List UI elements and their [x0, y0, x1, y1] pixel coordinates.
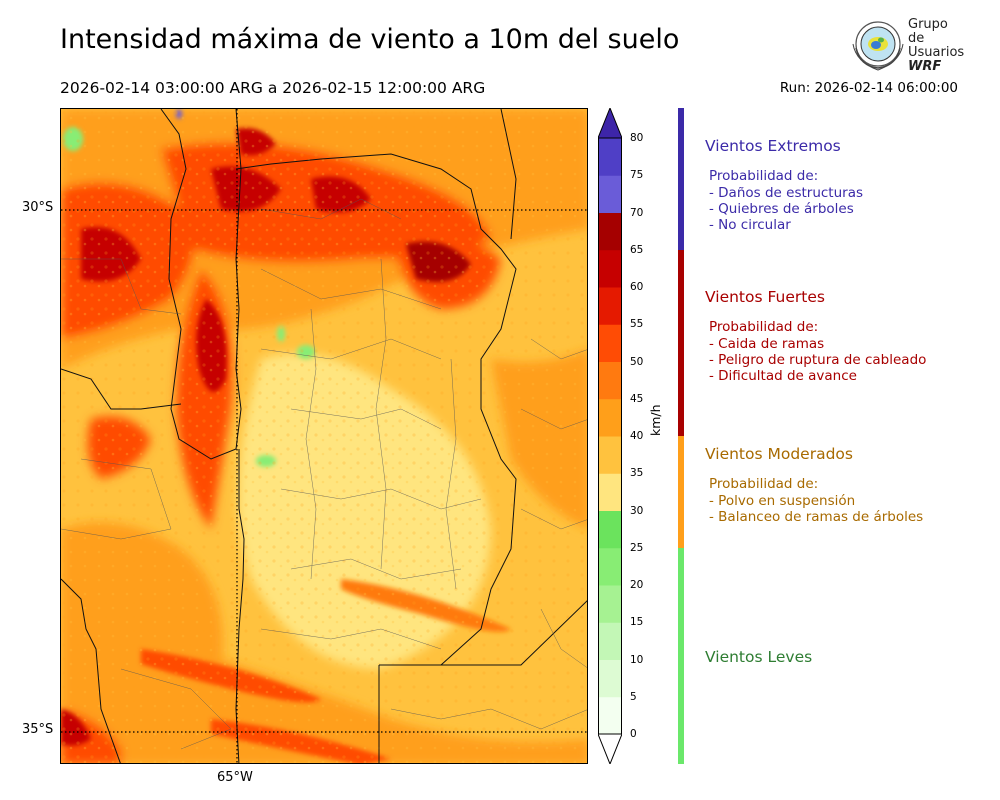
colorbar-tick-label: 0 — [630, 728, 637, 740]
category-line: Probabilidad de: — [709, 168, 819, 185]
colorbar-tick-label: 10 — [630, 653, 644, 666]
logo-line-3: WRF — [908, 59, 942, 74]
colorbar-bin — [598, 212, 622, 251]
colorbar-bin — [598, 659, 622, 698]
category-line: - Peligro de ruptura de cableado — [709, 351, 927, 368]
category-line: - Balanceo de ramas de árboles — [709, 508, 924, 525]
logo-text: Grupo de Usuarios WRF — [908, 18, 968, 74]
lon-label-65w: 65°W — [217, 770, 253, 785]
category-title: Vientos Fuertes — [705, 288, 825, 306]
colorbar-bin — [598, 249, 622, 288]
category-line: Probabilidad de: — [709, 319, 819, 336]
colorbar-bin — [598, 473, 622, 511]
colorbar-tick-label: 65 — [630, 243, 644, 256]
wrf-users-logo: Grupo de Usuarios WRF — [850, 18, 968, 74]
category-line: - Caida de ramas — [709, 335, 825, 352]
lat-label-35s: 35°S — [22, 722, 54, 737]
colorbar-extend-min — [598, 733, 622, 764]
colorbar-bin — [598, 398, 622, 437]
category-bar — [678, 108, 684, 250]
wind-field-svg — [61, 109, 587, 763]
colorbar-bin — [598, 622, 622, 660]
colorbar-bin — [598, 287, 622, 325]
lat-label-30s: 30°S — [22, 200, 54, 215]
colorbar-bin — [598, 138, 622, 176]
colorbar-tick-label: 45 — [630, 392, 644, 405]
category-line: - Dificultad de avance — [709, 368, 857, 385]
colorbar — [598, 108, 622, 764]
colorbar-tick-label: 30 — [630, 504, 644, 517]
category-line: Probabilidad de: — [709, 476, 819, 493]
colorbar-unit: km/h — [648, 404, 663, 436]
colorbar-tick-label: 50 — [630, 355, 644, 368]
colorbar-bin — [598, 361, 622, 400]
colorbar-bin — [598, 696, 622, 735]
colorbar-tick-label: 25 — [630, 541, 644, 554]
colorbar-tick-label: 35 — [630, 467, 644, 480]
colorbar-bin — [598, 510, 622, 549]
colorbar-tick-label: 80 — [630, 132, 644, 144]
colorbar-bin — [598, 547, 622, 586]
category-line: - Polvo en suspensión — [709, 492, 856, 509]
colorbar-tick-label: 40 — [630, 430, 644, 442]
colorbar-tick-label: 55 — [630, 318, 644, 331]
colorbar-frame — [598, 137, 622, 735]
category-line: - No circular — [709, 217, 791, 234]
colorbar-bin — [598, 324, 622, 362]
colorbar-tick-label: 15 — [630, 616, 644, 629]
colorbar-tick-label: 5 — [630, 690, 637, 703]
valid-period: 2026-02-14 03:00:00 ARG a 2026-02-15 12:… — [60, 79, 486, 97]
category-extreme: Vientos Extremos Probabilidad de: - Daño… — [705, 138, 863, 233]
colorbar-bin — [598, 175, 622, 213]
colorbar-tick-label: 20 — [630, 579, 644, 591]
category-title: Vientos Leves — [705, 648, 813, 666]
map-title: Intensidad máxima de viento a 10m del su… — [60, 24, 680, 55]
category-strong: Vientos Fuertes Probabilidad de: - Caida… — [705, 289, 926, 384]
category-title: Vientos Moderados — [705, 445, 853, 463]
logo-line-2: Usuarios — [908, 45, 965, 60]
colorbar-bin — [598, 585, 622, 623]
category-bar — [678, 547, 684, 764]
category-line: - Quiebres de árboles — [709, 200, 854, 217]
colorbar-tick-label: 70 — [630, 206, 644, 219]
colorbar-tick-label: 75 — [630, 169, 644, 182]
category-bar — [678, 249, 684, 436]
category-bar — [678, 436, 684, 548]
category-light: Vientos Leves — [705, 649, 812, 679]
colorbar-extend-max — [598, 108, 622, 139]
category-moderate: Vientos Moderados Probabilidad de: - Pol… — [705, 446, 923, 525]
colorbar-tick-label: 60 — [630, 281, 644, 293]
colorbar-bin — [598, 436, 622, 474]
category-line: - Daños de estructuras — [709, 184, 864, 201]
category-title: Vientos Extremos — [705, 137, 841, 155]
run-time: Run: 2026-02-14 06:00:00 — [779, 80, 958, 96]
logo-line-1: Grupo de — [908, 17, 948, 46]
globe-seal-icon — [852, 21, 904, 71]
wind-map — [60, 108, 588, 764]
